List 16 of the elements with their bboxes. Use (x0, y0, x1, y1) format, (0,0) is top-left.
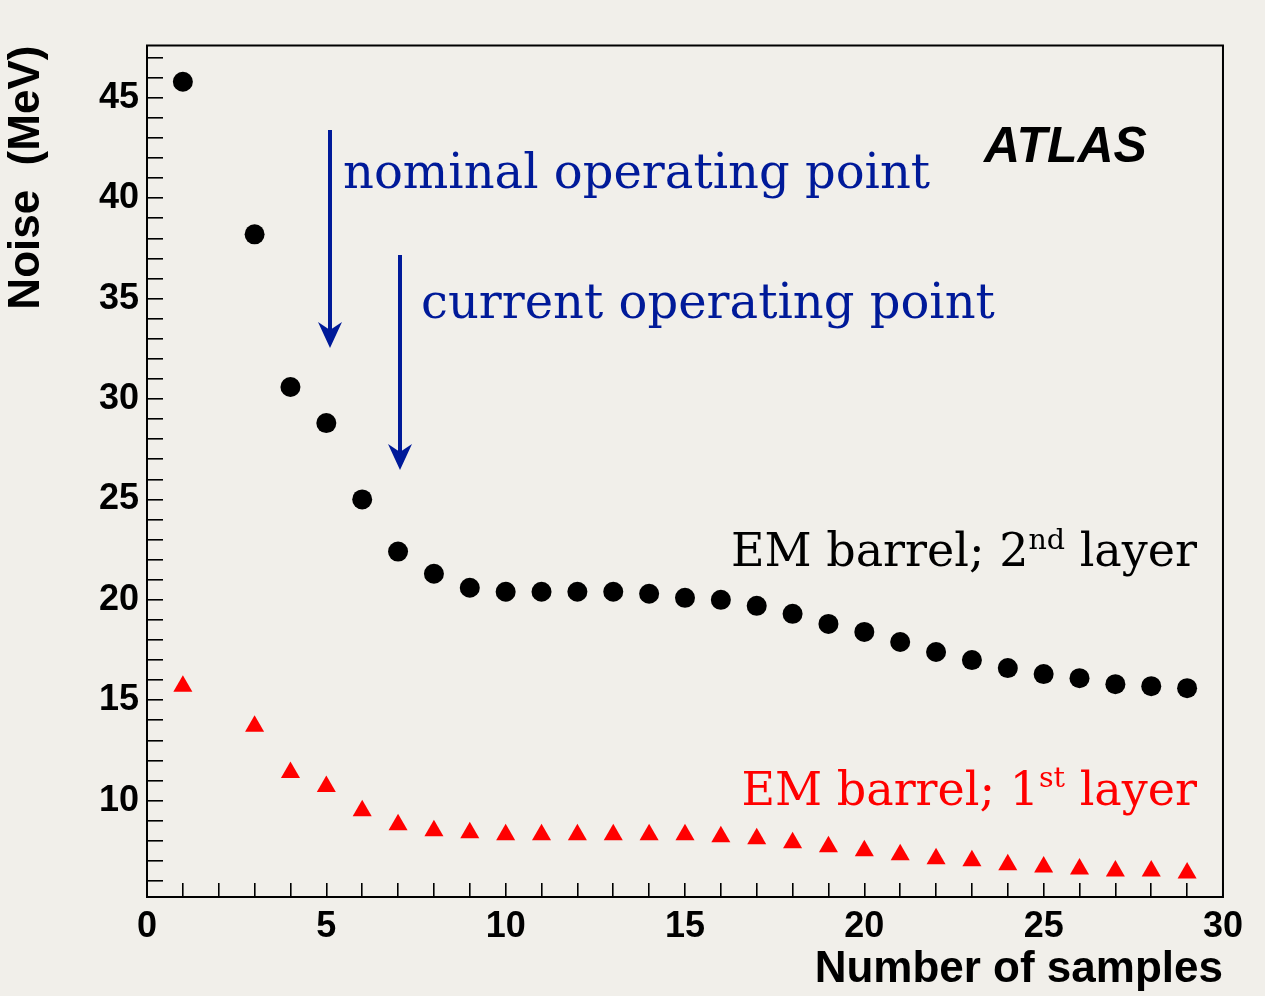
y-tick-label: 30 (98, 375, 139, 417)
y-tick-label: 40 (98, 175, 139, 217)
y-tick-label: 10 (98, 777, 139, 819)
y-tick-label: 20 (98, 576, 139, 618)
y-axis-title: Noise (MeV) (0, 45, 48, 310)
x-tick-label: 5 (316, 903, 337, 945)
x-tick-label: 10 (485, 903, 526, 945)
y-tick-label: 15 (98, 677, 139, 719)
annotation: nominal operating point (343, 142, 931, 199)
y-tick-label: 45 (98, 74, 139, 116)
y-tick-label: 35 (98, 275, 139, 317)
x-tick-label: 15 (664, 903, 706, 945)
x-tick-label: 0 (136, 903, 158, 945)
y-tick-label: 25 (98, 476, 139, 518)
annotation: ATLAS (982, 116, 1147, 173)
annotation: current operating point (421, 272, 995, 329)
